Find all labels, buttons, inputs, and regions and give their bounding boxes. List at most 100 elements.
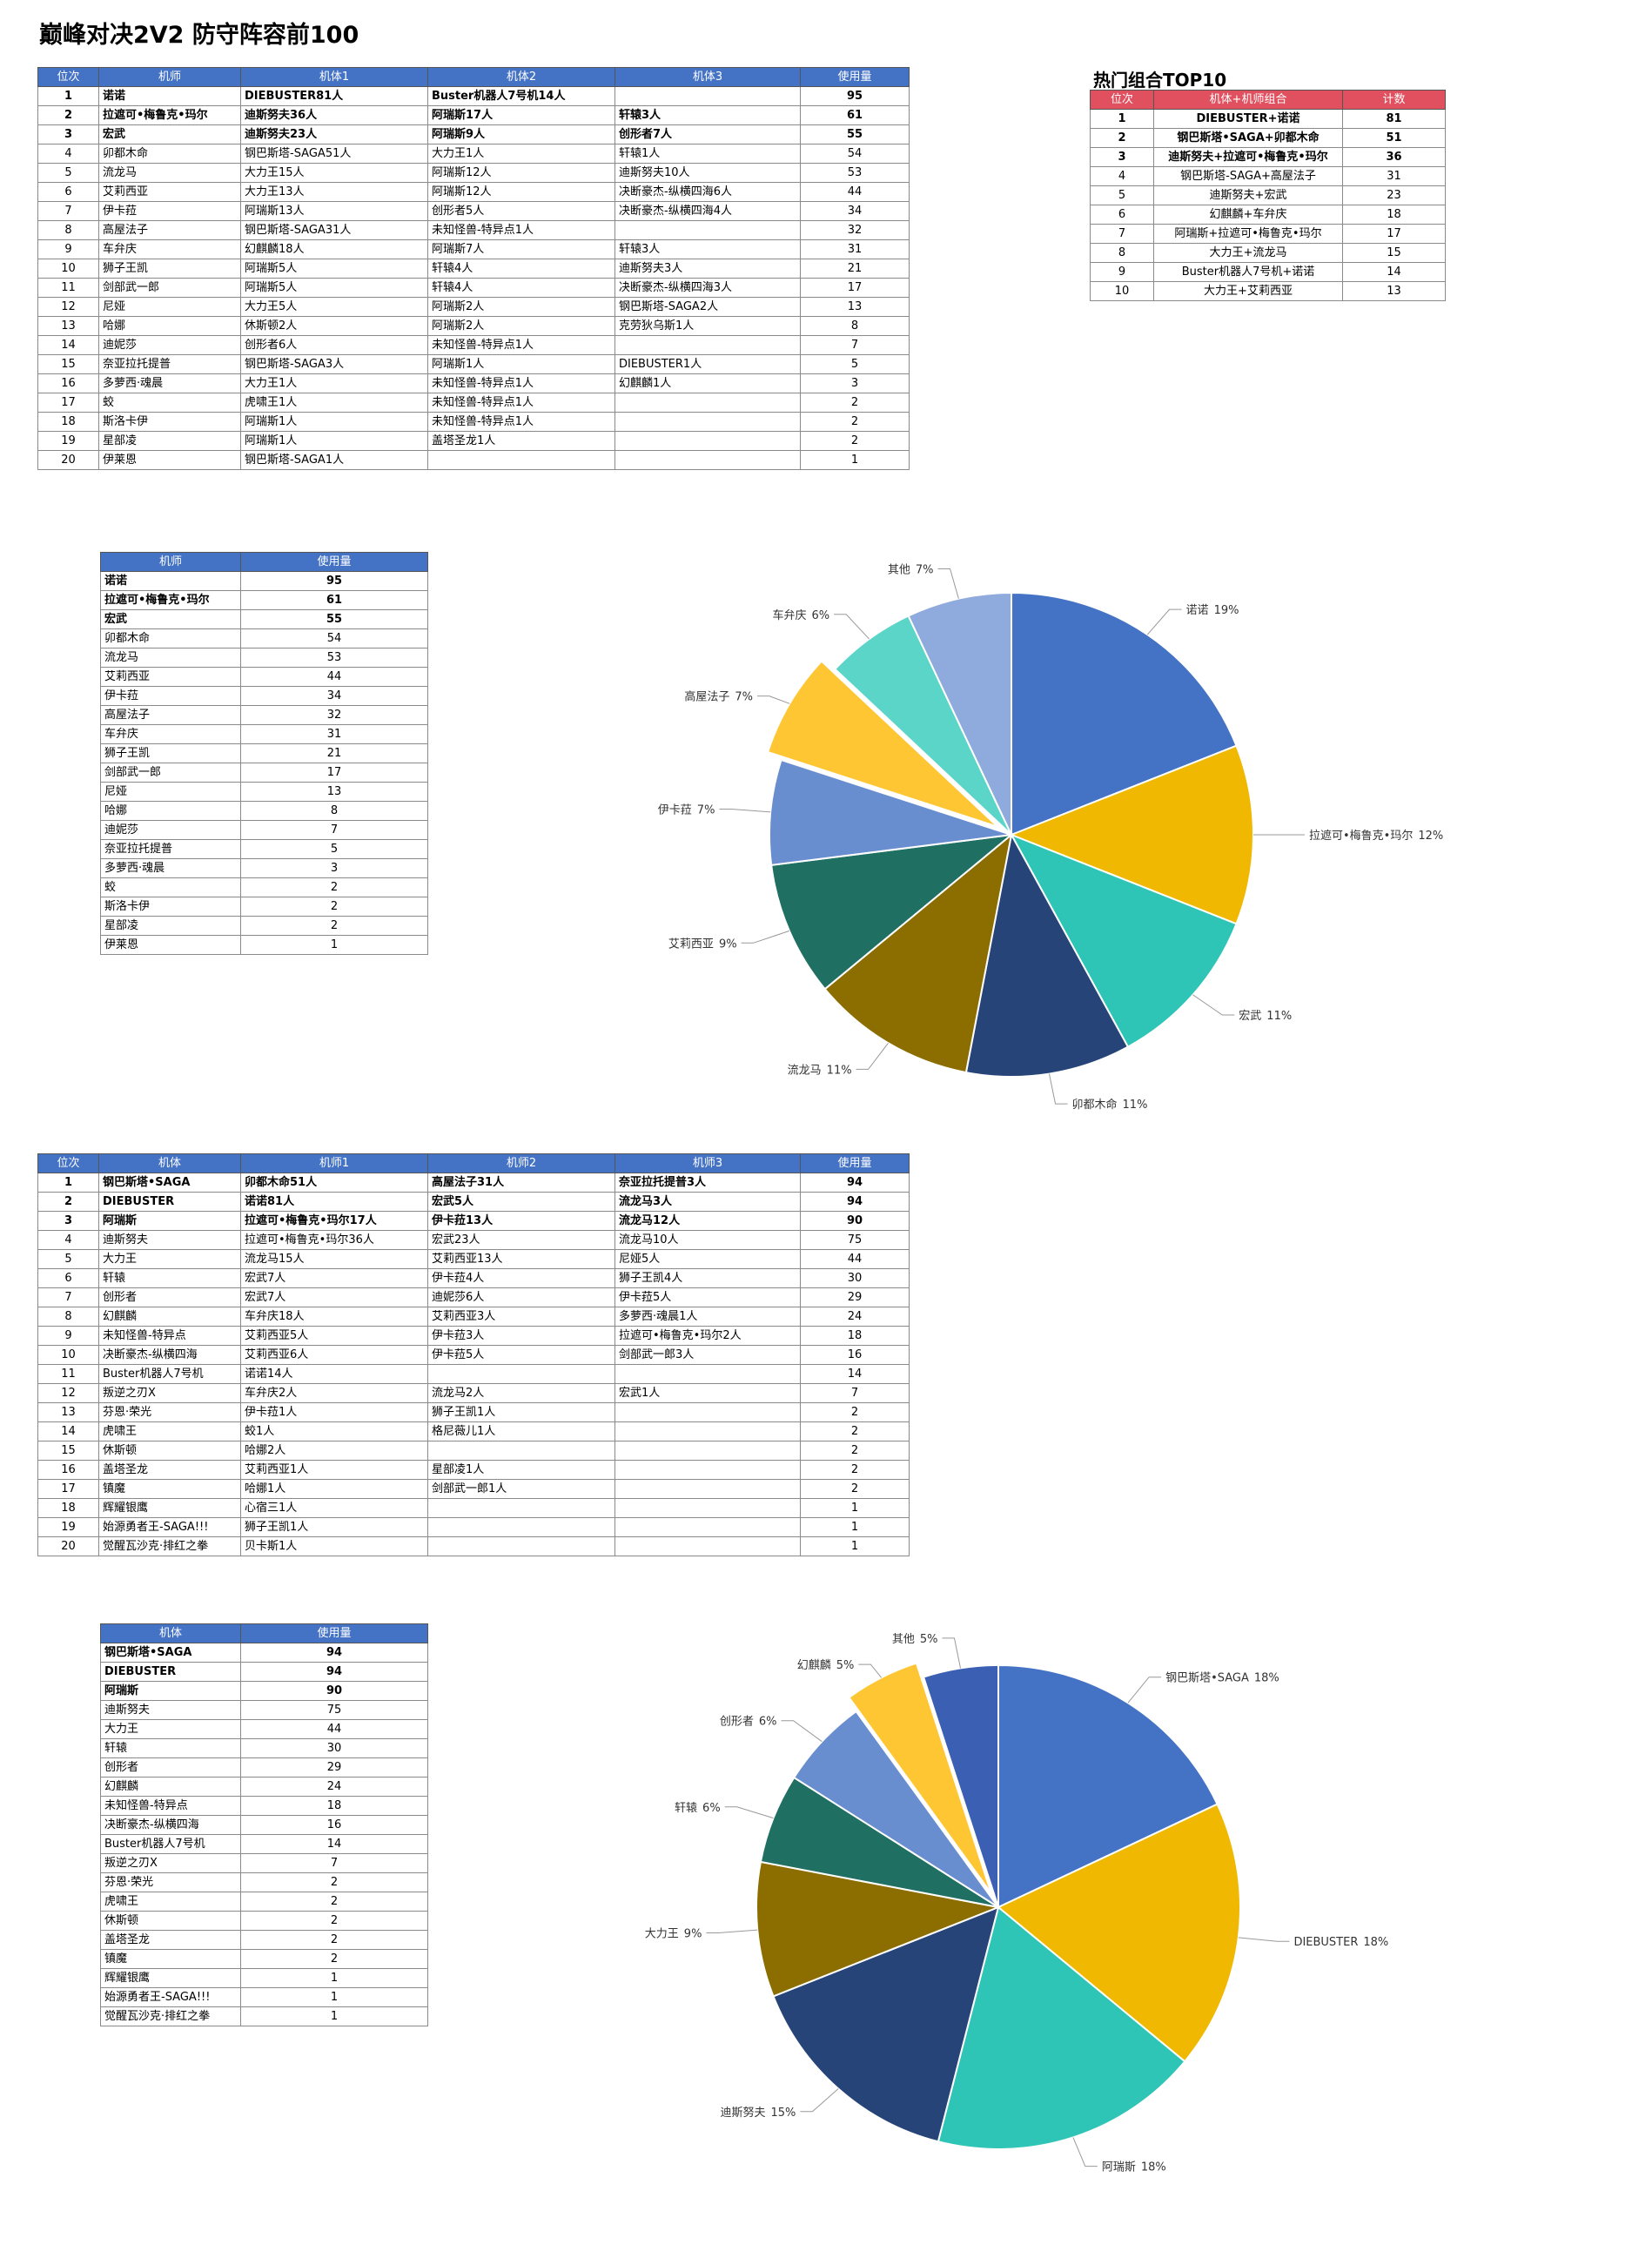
table-row: 休斯顿 2 bbox=[100, 1911, 428, 1931]
table-cell: 阿瑞斯2人 bbox=[427, 316, 615, 336]
table-row: 钢巴斯塔•SAGA 94 bbox=[100, 1643, 428, 1663]
table-cell: 蛟 bbox=[100, 877, 241, 897]
table-cell bbox=[614, 1479, 801, 1499]
table-cell: 32 bbox=[240, 705, 428, 725]
table-row: 剑部武一郎 17 bbox=[100, 763, 428, 783]
table-cell: 贝卡斯1人 bbox=[240, 1536, 428, 1556]
slice-percent: 11% bbox=[827, 1064, 852, 1077]
table-cell: 休斯顿 bbox=[100, 1911, 241, 1931]
table-row: 觉醒瓦沙克·排红之拳 1 bbox=[100, 2006, 428, 2026]
table-cell: 高屋法子 bbox=[98, 220, 241, 240]
slice-name: 创形者 bbox=[720, 1716, 754, 1729]
table-cell: DIEBUSTER1人 bbox=[614, 354, 801, 374]
table-cell: 幻麒麟 bbox=[100, 1777, 241, 1797]
table-cell: 2 bbox=[240, 1872, 428, 1892]
slice-name: 卯都木命 bbox=[1072, 1098, 1118, 1112]
header-cell: 机师1 bbox=[240, 1153, 428, 1173]
table-cell: 7 bbox=[800, 335, 910, 355]
pie-slice bbox=[997, 1663, 1219, 1909]
table-cell: 18 bbox=[37, 1498, 99, 1518]
slice-percent: 6% bbox=[702, 1802, 721, 1815]
table-cell: 钢巴斯塔-SAGA+高屋法子 bbox=[1153, 166, 1343, 186]
table-cell: 钢巴斯塔-SAGA31人 bbox=[240, 220, 428, 240]
table-row: 9 未知怪兽-特异点 艾莉西亚5人 伊卡菈3人 拉遮可•梅鲁克•玛尔2人 18 bbox=[37, 1326, 910, 1346]
table-cell: 未知怪兽-特异点1人 bbox=[427, 393, 615, 413]
slice-label: 卯都木命 11% bbox=[1072, 1098, 1148, 1112]
leader-line bbox=[858, 1663, 883, 1678]
table-row: 8 幻麒麟 车弁庆18人 艾莉西亚3人 多萝西·魂晨1人 24 bbox=[37, 1307, 910, 1327]
table-cell: 拉遮可•梅鲁克•玛尔 bbox=[98, 105, 241, 125]
table-row: 伊莱恩 1 bbox=[100, 935, 428, 955]
table-cell: 1 bbox=[800, 1536, 910, 1556]
slice-name: 宏武 bbox=[1239, 1010, 1261, 1023]
table-cell: 迪妮莎 bbox=[98, 335, 241, 355]
leader-line bbox=[942, 1637, 962, 1669]
table-cell: 心宿三1人 bbox=[240, 1498, 428, 1518]
table-row: 4 钢巴斯塔-SAGA+高屋法子 31 bbox=[1090, 166, 1446, 186]
slice-name: 伊卡菈 bbox=[658, 804, 692, 817]
table-cell: 6 bbox=[37, 1268, 99, 1288]
table-cell: 创形者5人 bbox=[427, 201, 615, 221]
table-cell bbox=[614, 431, 801, 451]
table-cell: 伊卡菈13人 bbox=[427, 1211, 615, 1231]
table-cell: 轩辕4人 bbox=[427, 278, 615, 298]
table-row: 6 艾莉西亚 大力王13人 阿瑞斯12人 决断豪杰-纵横四海6人 44 bbox=[37, 182, 910, 202]
table-cell: 伊卡菈5人 bbox=[427, 1345, 615, 1365]
table-cell: 狮子王凯4人 bbox=[614, 1268, 801, 1288]
leader-line bbox=[856, 1042, 889, 1070]
table-row: 9 Buster机器人7号机+诺诺 14 bbox=[1090, 262, 1446, 282]
table-cell: 94 bbox=[240, 1643, 428, 1663]
table-row: 3 宏武 迪斯努夫23人 阿瑞斯9人 创形者7人 55 bbox=[37, 124, 910, 144]
table-row: 10 决断豪杰-纵横四海 艾莉西亚6人 伊卡菈5人 剑部武一郎3人 16 bbox=[37, 1345, 910, 1365]
table-cell: 未知怪兽-特异点1人 bbox=[427, 373, 615, 393]
table-cell: 流龙马2人 bbox=[427, 1383, 615, 1403]
header-cell: 使用量 bbox=[240, 1623, 428, 1643]
table-cell: 3 bbox=[37, 1211, 99, 1231]
table-cell: DIEBUSTER+诺诺 bbox=[1153, 109, 1343, 129]
table-cell: 迪斯努夫+宏武 bbox=[1153, 185, 1343, 205]
table-row: 3 迪斯努夫+拉遮可•梅鲁克•玛尔 36 bbox=[1090, 147, 1446, 167]
table-row: 12 叛逆之刃X 车弁庆2人 流龙马2人 宏武1人 7 bbox=[37, 1383, 910, 1403]
table-cell: 23 bbox=[1342, 185, 1446, 205]
table-row: 8 大力王+流龙马 15 bbox=[1090, 243, 1446, 263]
table-row: 流龙马 53 bbox=[100, 648, 428, 668]
table-cell: 车弁庆2人 bbox=[240, 1383, 428, 1403]
table-cell: 大力王5人 bbox=[240, 297, 428, 317]
slice-name: 车弁庆 bbox=[773, 608, 807, 622]
table-cell: 95 bbox=[800, 86, 910, 106]
table-cell: 31 bbox=[800, 239, 910, 259]
slice-percent: 11% bbox=[1266, 1010, 1292, 1023]
table-cell: 5 bbox=[37, 163, 99, 183]
table-cell: 剑部武一郎3人 bbox=[614, 1345, 801, 1365]
table-cell: 创形者6人 bbox=[240, 335, 428, 355]
table-cell bbox=[614, 1460, 801, 1480]
table-cell: 决断豪杰-纵横四海3人 bbox=[614, 278, 801, 298]
table-cell: 4 bbox=[1090, 166, 1154, 186]
table-body: 位次 机体+机师组合 计数 1 DIEBUSTER+诺诺 81 2 钢巴斯塔•SAGA+卯都木… bbox=[1090, 90, 1446, 301]
table-cell: 2 bbox=[240, 916, 428, 936]
slice-label: 车弁庆 6% bbox=[773, 608, 830, 622]
table-cell: 流龙马12人 bbox=[614, 1211, 801, 1231]
table-cell: 诺诺 bbox=[98, 86, 241, 106]
table-cell: 20 bbox=[37, 450, 99, 470]
table-cell bbox=[427, 1498, 615, 1518]
table-cell: 轩辕3人 bbox=[614, 105, 801, 125]
table-cell: 5 bbox=[1090, 185, 1154, 205]
slice-name: 拉遮可•梅鲁克•玛尔 bbox=[1309, 829, 1413, 843]
table-cell: 11 bbox=[37, 278, 99, 298]
slice-name: 钢巴斯塔•SAGA bbox=[1165, 1672, 1249, 1685]
table-cell: 车弁庆 bbox=[100, 724, 241, 744]
table-cell: 1 bbox=[37, 1173, 99, 1193]
leader-line bbox=[1072, 2137, 1098, 2167]
table-row: 20 伊莱恩 钢巴斯塔-SAGA1人 1 bbox=[37, 450, 910, 470]
table-cell: 多萝西·魂晨1人 bbox=[614, 1307, 801, 1327]
table-cell: 7 bbox=[37, 1287, 99, 1307]
table-cell: 轩辕4人 bbox=[427, 259, 615, 279]
table-cell: 艾莉西亚 bbox=[100, 667, 241, 687]
table-cell: 13 bbox=[1342, 281, 1446, 301]
table-cell: DIEBUSTER bbox=[100, 1662, 241, 1682]
table-cell: 3 bbox=[800, 373, 910, 393]
slice-label: 创形者 6% bbox=[720, 1716, 777, 1729]
table-row: 尼娅 13 bbox=[100, 782, 428, 802]
table-row: 10 狮子王凯 阿瑞斯5人 轩辕4人 迪斯努夫3人 21 bbox=[37, 259, 910, 279]
